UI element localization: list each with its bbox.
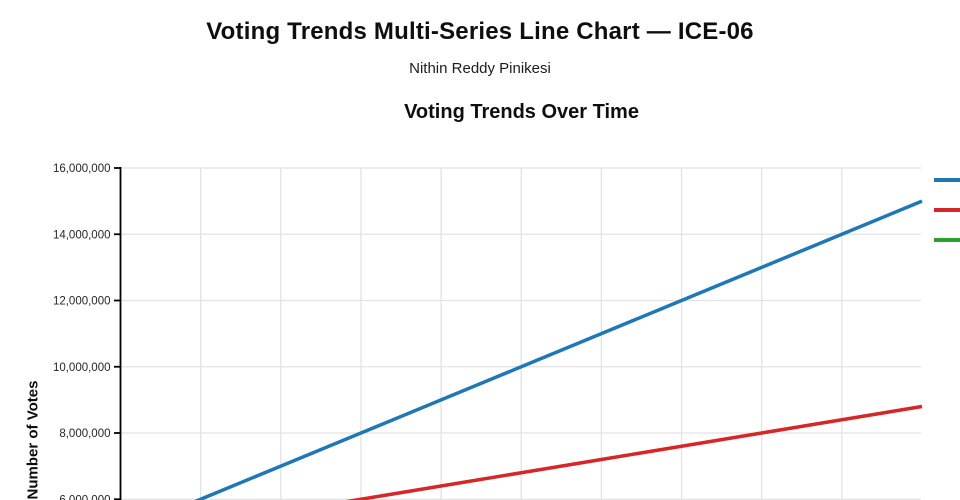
series-blue-line <box>194 199 923 500</box>
y-tick-label: 14,000,000 <box>53 229 111 241</box>
series-red-line <box>345 404 923 500</box>
y-tick-label: 8,000,000 <box>59 428 110 440</box>
y-tick-label: 16,000,000 <box>53 163 111 175</box>
page-title: Voting Trends Multi-Series Line Chart — … <box>206 18 754 45</box>
y-tick-label: 12,000,000 <box>53 296 111 308</box>
y-tick-label: 6,000,000 <box>59 494 110 500</box>
chart-title: Voting Trends Over Time <box>404 101 639 123</box>
page-subtitle: Nithin Reddy Pinikesi <box>409 60 551 77</box>
y-tick-label: 10,000,000 <box>53 362 111 374</box>
